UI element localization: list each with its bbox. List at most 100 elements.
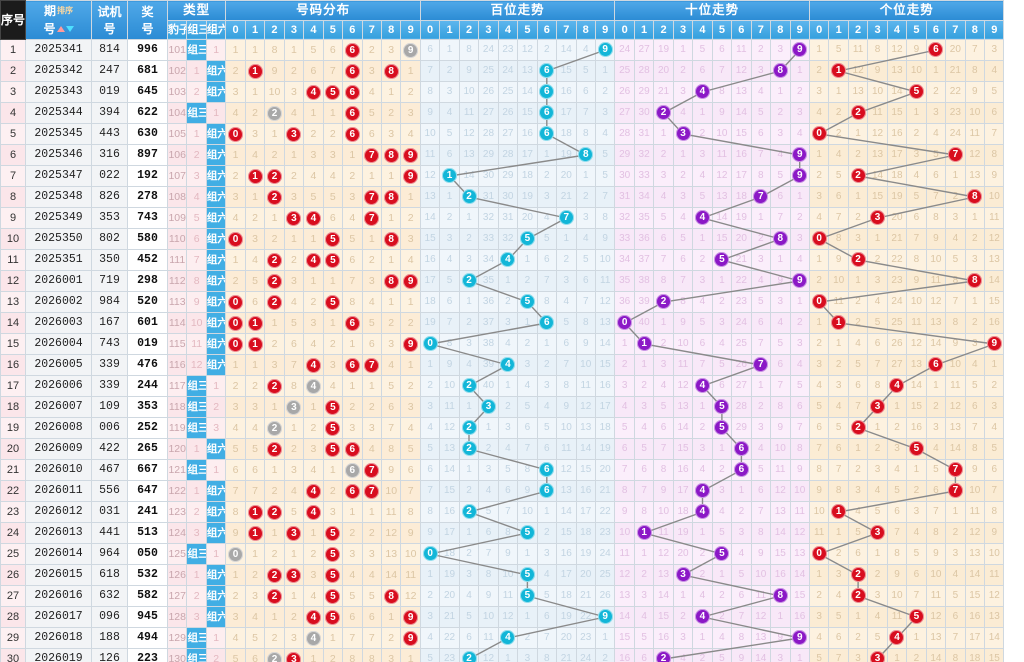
header-digit-hundreds-0[interactable]: 0 — [419, 19, 441, 40]
header-digit-tens-1[interactable]: 1 — [633, 19, 655, 40]
row-prize-number[interactable]: 580 — [127, 228, 168, 250]
header-digit-units-2[interactable]: 2 — [847, 19, 869, 40]
table-row[interactable]: 3 2025343 019 645 103 2 组六 3 1 10 3 4 5 6 4 1 2 8 3 10 26 25 1… — [0, 81, 1024, 103]
row-prize-number[interactable]: 252 — [127, 417, 168, 439]
row-prize-number[interactable]: 667 — [127, 459, 168, 481]
row-prize-number[interactable]: 244 — [127, 375, 168, 397]
table-row[interactable]: 12 2026001 719 298 112 8 组六 2 5 2 3 1 1 7 3 8 9 17 5 2 35 1 2 7… — [0, 270, 1024, 292]
row-issue[interactable]: 2025346 — [25, 144, 92, 166]
table-row[interactable]: 30 2026019 126 223 130 组三 2 5 6 2 3 1 2 8 8 3 1 5 23 2 12 1 3 8… — [0, 648, 1024, 662]
header-digit-hundreds-8[interactable]: 8 — [575, 19, 596, 40]
table-row[interactable]: 23 2026012 031 241 123 2 组六 8 1 2 5 4 3 1 1 11 8 8 16 2 5 7 10… — [0, 501, 1024, 523]
header-digit-distribution-3[interactable]: 3 — [283, 19, 305, 40]
row-prize-number[interactable]: 050 — [127, 543, 168, 565]
row-prize-number[interactable]: 223 — [127, 648, 168, 662]
row-prize-number[interactable]: 476 — [127, 354, 168, 376]
row-prize-number[interactable]: 647 — [127, 480, 168, 502]
header-issue[interactable]: 期 排序 号 — [25, 0, 92, 40]
table-row[interactable]: 18 2026007 109 353 118 组三 2 3 3 1 3 1 5 2 2 6 3 3 11 1 3 2 5 4 9… — [0, 396, 1024, 418]
header-digit-distribution-1[interactable]: 1 — [244, 19, 266, 40]
row-prize-number[interactable]: 353 — [127, 396, 168, 418]
header-digit-hundreds-6[interactable]: 6 — [536, 19, 558, 40]
row-issue[interactable]: 2025342 — [25, 60, 92, 82]
row-issue[interactable]: 2025343 — [25, 81, 92, 103]
row-prize-number[interactable]: 192 — [127, 165, 168, 187]
row-issue[interactable]: 2025347 — [25, 165, 92, 187]
row-prize-number[interactable]: 996 — [127, 39, 168, 61]
header-digit-distribution-7[interactable]: 7 — [361, 19, 382, 40]
table-row[interactable]: 14 2026003 167 601 114 10 组六 0 1 1 5 3 1 6 5 2 2 19 7 2 37 3 1… — [0, 312, 1024, 334]
header-digit-tens-4[interactable]: 4 — [692, 19, 713, 40]
header-digit-units-4[interactable]: 4 — [886, 19, 908, 40]
row-issue[interactable]: 2025341 — [25, 39, 92, 61]
row-prize-number[interactable]: 622 — [127, 102, 168, 124]
table-row[interactable]: 19 2026008 006 252 119 组三 3 4 4 2 1 2 5 3 3 7 4 4 12 2 1 3 6 5 1… — [0, 417, 1024, 439]
header-digit-hundreds-3[interactable]: 3 — [478, 19, 499, 40]
header-digit-distribution-6[interactable]: 6 — [342, 19, 363, 40]
row-issue[interactable]: 2026017 — [25, 606, 92, 628]
header-digit-distribution-5[interactable]: 5 — [322, 19, 344, 40]
row-prize-number[interactable]: 897 — [127, 144, 168, 166]
header-digit-distribution-0[interactable]: 0 — [225, 19, 246, 40]
table-row[interactable]: 28 2026017 096 945 128 3 组六 3 4 1 2 4 5 6 6 1 9 3 21 5 10 12 1… — [0, 606, 1024, 628]
table-row[interactable]: 9 2025349 353 743 109 5 组六 4 2 1 3 4 6 4 7 1 2 14 2 1 32 31 20… — [0, 207, 1024, 229]
row-prize-number[interactable]: 278 — [127, 186, 168, 208]
header-digit-units-9[interactable]: 9 — [984, 19, 1005, 40]
header-digit-hundreds-1[interactable]: 1 — [439, 19, 460, 40]
header-digit-tens-3[interactable]: 3 — [672, 19, 694, 40]
header-digit-tens-2[interactable]: 2 — [653, 19, 674, 40]
row-prize-number[interactable]: 494 — [127, 627, 168, 649]
row-issue[interactable]: 2025344 — [25, 102, 92, 124]
header-digit-tens-8[interactable]: 8 — [770, 19, 791, 40]
sort-asc-icon[interactable] — [56, 26, 65, 32]
header-digit-hundreds-2[interactable]: 2 — [458, 19, 480, 40]
header-machine-number[interactable]: 试机 号 — [91, 0, 128, 40]
row-issue[interactable]: 2026006 — [25, 375, 92, 397]
table-row[interactable]: 20 2026009 422 265 120 1 组六 5 5 2 2 3 5 6 4 8 5 5 13 2 2 4 7 6 1… — [0, 438, 1024, 460]
table-row[interactable]: 2 2025342 247 681 102 1 组六 2 1 9 2 6 7 6 3 8 1 7 2 9 25 24 13 6… — [0, 60, 1024, 82]
table-row[interactable]: 13 2026002 984 520 113 9 组六 0 6 2 4 2 5 8 4 1 1 18 6 1 36 2 5 8… — [0, 291, 1024, 313]
row-issue[interactable]: 2026003 — [25, 312, 92, 334]
row-issue[interactable]: 2026001 — [25, 270, 92, 292]
table-row[interactable]: 8 2025348 826 278 108 4 组六 3 1 2 3 5 5 3 7 8 1 13 1 2 31 30 19… — [0, 186, 1024, 208]
row-issue[interactable]: 2026018 — [25, 627, 92, 649]
header-digit-tens-6[interactable]: 6 — [731, 19, 752, 40]
header-digit-units-7[interactable]: 7 — [945, 19, 966, 40]
row-issue[interactable]: 2025348 — [25, 186, 92, 208]
row-issue[interactable]: 2026015 — [25, 564, 92, 586]
header-digit-hundreds-5[interactable]: 5 — [517, 19, 538, 40]
row-issue[interactable]: 2026016 — [25, 585, 92, 607]
row-issue[interactable]: 2026005 — [25, 354, 92, 376]
row-issue[interactable]: 2026014 — [25, 543, 92, 565]
header-digit-distribution-8[interactable]: 8 — [380, 19, 402, 40]
row-prize-number[interactable]: 520 — [127, 291, 168, 313]
table-row[interactable]: 22 2026011 556 647 122 1 组六 7 7 2 4 4 2 6 7 10 7 7 15 2 4 6 9 6… — [0, 480, 1024, 502]
row-prize-number[interactable]: 019 — [127, 333, 168, 355]
row-issue[interactable]: 2026008 — [25, 417, 92, 439]
row-prize-number[interactable]: 945 — [127, 606, 168, 628]
header-digit-units-0[interactable]: 0 — [808, 19, 830, 40]
row-issue[interactable]: 2026011 — [25, 480, 92, 502]
header-digit-units-6[interactable]: 6 — [925, 19, 947, 40]
row-prize-number[interactable]: 601 — [127, 312, 168, 334]
row-issue[interactable]: 2025345 — [25, 123, 92, 145]
header-digit-tens-0[interactable]: 0 — [614, 19, 635, 40]
table-row[interactable]: 4 2025344 394 622 104 组三 1 4 2 2 4 1 1 6 5 2 3 9 4 11 27 26 15… — [0, 102, 1024, 124]
header-digit-units-1[interactable]: 1 — [828, 19, 849, 40]
header-prize-number[interactable]: 奖 号 — [127, 0, 168, 40]
table-row[interactable]: 25 2026014 964 050 125 组三 1 0 1 2 1 2 5 3 3 13 10 0 18 2 7 9 1… — [0, 543, 1024, 565]
table-row[interactable]: 26 2026015 618 532 126 1 组六 1 2 2 3 3 5 4 4 14 11 1 19 3 8 10… — [0, 564, 1024, 586]
header-digit-distribution-2[interactable]: 2 — [264, 19, 285, 40]
header-index[interactable]: 序号 — [0, 0, 26, 40]
row-issue[interactable]: 2025351 — [25, 249, 92, 271]
row-prize-number[interactable]: 743 — [127, 207, 168, 229]
row-prize-number[interactable]: 681 — [127, 60, 168, 82]
row-issue[interactable]: 2026012 — [25, 501, 92, 523]
row-issue[interactable]: 2026009 — [25, 438, 92, 460]
header-digit-units-8[interactable]: 8 — [964, 19, 986, 40]
row-prize-number[interactable]: 582 — [127, 585, 168, 607]
sort-desc-icon[interactable] — [65, 26, 74, 32]
row-prize-number[interactable]: 645 — [127, 81, 168, 103]
table-row[interactable]: 10 2025350 802 580 110 6 组六 0 3 2 1 1 5 5 1 8 3 15 3 2 33 32 5… — [0, 228, 1024, 250]
header-digit-distribution-4[interactable]: 4 — [303, 19, 324, 40]
